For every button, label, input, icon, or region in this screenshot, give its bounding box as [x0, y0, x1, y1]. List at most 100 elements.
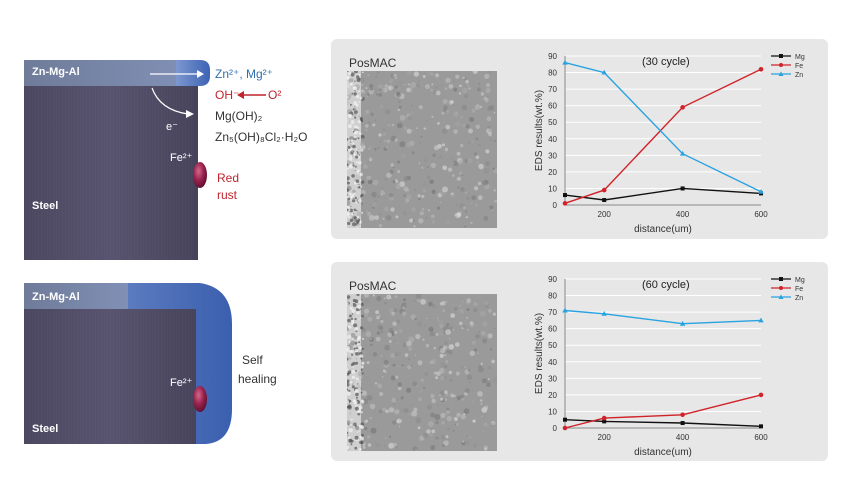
y-tick-label: 70 — [548, 85, 557, 94]
sem-micrograph — [347, 294, 497, 451]
y-axis-label: EDS results(wt.%) — [534, 90, 545, 171]
y-tick-label: 60 — [548, 102, 557, 111]
legend-label-zn: Zn — [795, 72, 803, 79]
y-tick-label: 30 — [548, 374, 557, 383]
mg-hydroxide-label: Mg(OH)₂ — [215, 109, 263, 123]
x-axis-label: distance(um) — [634, 447, 692, 458]
red-rust-label-line1: Red — [217, 171, 240, 185]
data-point-mg — [563, 193, 567, 198]
series-line-mg — [564, 187, 762, 201]
y-tick-label: 10 — [548, 184, 557, 193]
legend-marker-mg — [779, 54, 783, 58]
zn-chloride-label: Zn₅(OH)₈Cl₂·H₂O — [215, 130, 308, 144]
y-tick-label: 50 — [548, 341, 557, 350]
y-tick-label: 20 — [548, 391, 557, 400]
x-tick-label: 200 — [598, 210, 612, 219]
fe-ion-label: Fe²⁺ — [170, 377, 193, 389]
coating-label: Zn-Mg-Al — [32, 291, 80, 303]
electron-label: e⁻ — [166, 121, 178, 133]
legend-marker-fe — [779, 63, 783, 67]
legend-label-mg: Mg — [795, 54, 805, 61]
chart-title: (60 cycle) — [642, 279, 690, 291]
panel-title: PosMAC — [349, 279, 397, 293]
legend-marker-fe — [779, 286, 783, 290]
y-tick-label: 40 — [548, 135, 557, 144]
legend-label-fe: Fe — [795, 63, 803, 70]
x-tick-label: 400 — [676, 433, 690, 442]
corrosion-diagram-top: Zn-Mg-Al Steel Zn²⁺, Mg²⁺ OH⁻ O² Mg(OH)₂… — [0, 40, 310, 260]
series-line-fe — [564, 394, 762, 429]
legend-marker-zn — [778, 71, 784, 76]
data-point-fe — [758, 392, 764, 398]
x-tick-label: 200 — [598, 433, 612, 442]
y-tick-label: 90 — [548, 52, 557, 61]
y-tick-label: 60 — [548, 325, 557, 334]
data-point-mg — [680, 421, 685, 426]
corrosion-diagram-bottom: Zn-Mg-Al Steel Fe²⁺ Self healing — [0, 264, 310, 484]
panel-title: PosMAC — [349, 56, 397, 70]
sem-micrograph-image — [347, 71, 497, 228]
y-axis-label: EDS results(wt.%) — [534, 313, 545, 394]
y-tick-label: 50 — [548, 118, 557, 127]
x-axis-label: distance(um) — [634, 224, 692, 235]
data-point-zn — [758, 188, 764, 194]
self-healing-label-line2: healing — [238, 372, 277, 386]
y-tick-label: 70 — [548, 308, 557, 317]
sem-micrograph-image — [347, 294, 497, 451]
data-point-mg — [602, 198, 607, 203]
data-point-mg — [602, 419, 607, 424]
eds-chart: 0 10 20 30 40 50 60 70 80 90 200 400 600 distance(um)… — [534, 52, 805, 235]
legend-label-fe: Fe — [795, 286, 803, 293]
data-point-zn — [679, 320, 686, 326]
y-tick-label: 30 — [548, 151, 557, 160]
fe-ion-label: Fe²⁺ — [170, 152, 193, 164]
data-point-zn — [601, 69, 607, 75]
eds-chart: 0 10 20 30 40 50 60 70 80 90 200 400 600 distance(um)… — [534, 275, 805, 458]
y-tick-label: 80 — [548, 69, 557, 78]
legend-marker-mg — [779, 277, 783, 281]
data-point-zn — [562, 307, 568, 313]
data-point-fe — [680, 412, 685, 418]
data-point-fe — [758, 66, 764, 72]
x-tick-label: 600 — [754, 210, 768, 219]
eds-panel-30-cycle: PosMAC 0 10 20 30 40 50 60 70 80 90 200 400 600 dista… — [331, 39, 828, 239]
self-healing-label-line1: Self — [242, 353, 263, 367]
data-point-zn — [679, 150, 686, 156]
corrosion-diagram-bottom-graphic — [24, 283, 232, 444]
red-rust-label-line2: rust — [217, 188, 238, 202]
legend-label-mg: Mg — [795, 277, 805, 284]
data-point-mg — [563, 417, 567, 422]
o2-label: O² — [268, 88, 282, 102]
x-tick-label: 600 — [754, 433, 768, 442]
oh-ion-label: OH⁻ — [215, 88, 240, 102]
data-point-fe — [601, 187, 607, 193]
x-tick-label: 400 — [676, 210, 690, 219]
steel-label: Steel — [32, 423, 59, 435]
data-point-fe — [601, 415, 607, 421]
y-tick-label: 0 — [553, 201, 558, 210]
data-point-zn — [758, 317, 764, 323]
coating-label: Zn-Mg-Al — [32, 66, 80, 78]
data-point-fe — [562, 201, 568, 206]
series-line-zn — [564, 61, 762, 193]
data-point-fe — [562, 425, 568, 431]
series-line-mg — [564, 419, 762, 427]
data-point-zn — [601, 310, 607, 316]
legend-marker-zn — [778, 294, 784, 299]
y-tick-label: 20 — [548, 168, 557, 177]
series-line-fe — [564, 68, 762, 204]
corrosion-diagram-top-graphic — [24, 60, 266, 260]
series-line-zn — [564, 309, 762, 325]
data-point-fe — [680, 105, 685, 110]
data-point-mg — [759, 424, 763, 429]
data-point-zn — [562, 59, 568, 65]
y-tick-label: 0 — [553, 424, 558, 433]
y-tick-label: 10 — [548, 407, 557, 416]
y-tick-label: 40 — [548, 358, 557, 367]
data-point-mg — [680, 186, 685, 191]
zn-mg-ion-label: Zn²⁺, Mg²⁺ — [215, 67, 274, 81]
chart-title: (30 cycle) — [642, 56, 690, 68]
eds-panel-60-cycle: PosMAC 0 10 20 30 40 50 60 70 80 90 200 400 600 dista… — [331, 262, 828, 461]
y-tick-label: 90 — [548, 275, 557, 284]
sem-micrograph — [347, 71, 497, 228]
